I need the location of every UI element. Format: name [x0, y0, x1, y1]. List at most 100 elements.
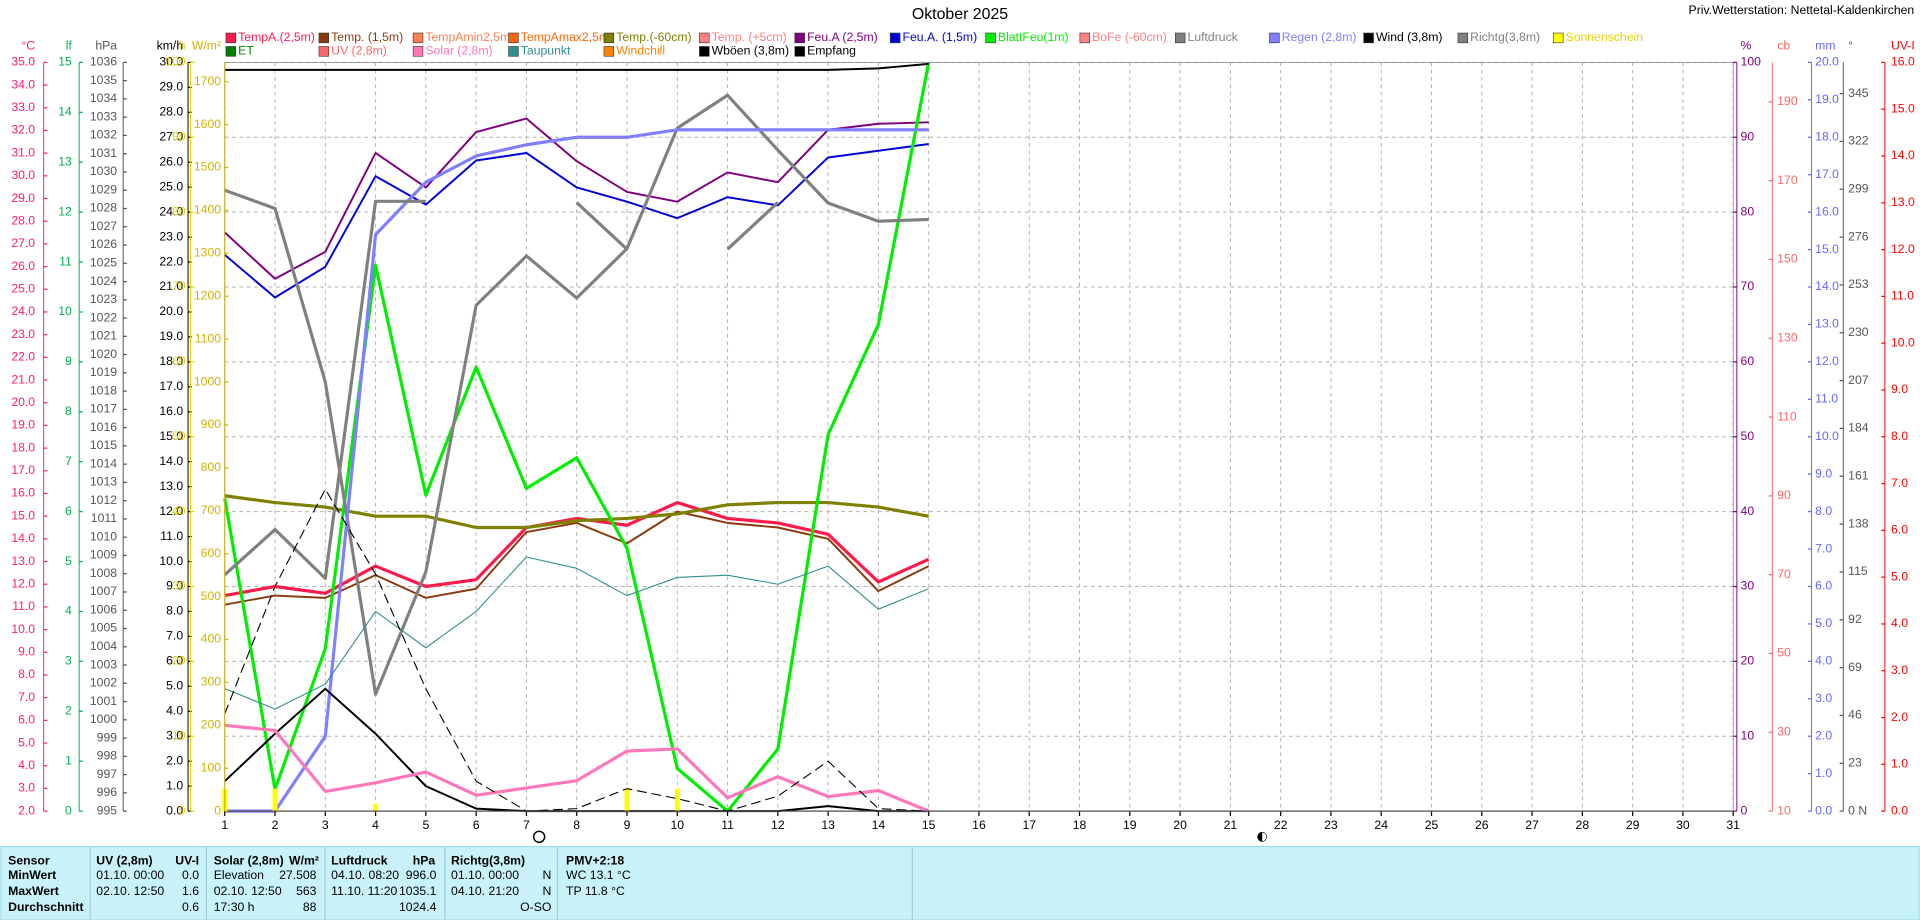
- y-tick-label: 20: [172, 654, 186, 668]
- y-tick-label: 0 N: [1848, 803, 1867, 817]
- y-tick-label: 1002: [90, 676, 117, 690]
- legend-label: UV (2,8m): [331, 44, 387, 58]
- y-tick-label: 1031: [90, 146, 117, 160]
- stats-cell: Sensor: [8, 854, 50, 868]
- y-tick-label: 1033: [90, 109, 117, 123]
- legend-swatch: [1079, 32, 1090, 44]
- y-tick-label: 15.0: [159, 429, 183, 443]
- y-tick-label: 3.0: [18, 781, 35, 795]
- y-axis-unit: UV-I: [1891, 39, 1915, 53]
- y-tick-label: 60: [172, 354, 186, 368]
- stats-cell: PMV+2:18: [566, 854, 624, 868]
- y-tick-label: 1018: [90, 383, 117, 397]
- y-tick-label: 9.0: [1815, 466, 1832, 480]
- y-tick-label: 1030: [90, 164, 117, 178]
- y-tick-label: 24.0: [11, 304, 35, 318]
- y-tick-label: 4.0: [18, 758, 35, 772]
- legend-label: Wböen (3,8m): [712, 44, 789, 58]
- y-tick-label: 12: [58, 204, 72, 218]
- y-tick-label: 35.0: [11, 55, 35, 69]
- y-tick-label: 161: [1848, 469, 1869, 483]
- stats-cell: 01.10. 00:00: [451, 868, 519, 882]
- y-tick-label: 1021: [90, 329, 117, 343]
- stats-cell: 27.508: [279, 868, 317, 882]
- series-line: [224, 128, 929, 813]
- y-tick-label: 21.0: [159, 279, 183, 293]
- y-tick-label: 1020: [90, 347, 117, 361]
- x-tick-label: 25: [1425, 818, 1439, 832]
- legend-label: Taupunkt: [521, 44, 571, 58]
- y-tick-label: 130: [1777, 330, 1798, 344]
- y-tick-label: 24.0: [159, 204, 183, 218]
- y-tick-label: 190: [1777, 94, 1798, 108]
- x-tick-label: 15: [922, 818, 936, 832]
- y-tick-label: 12.0: [159, 504, 183, 518]
- legend-swatch: [1553, 32, 1564, 44]
- y-tick-label: 500: [201, 589, 222, 603]
- y-tick-label: 1300: [194, 246, 221, 260]
- y-tick-label: 17.0: [1815, 167, 1839, 181]
- y-tick-label: 13: [58, 154, 72, 168]
- y-axis-unit: mm: [1815, 39, 1835, 53]
- legend: TempA.(2,5m) Temp. (1,5m) TempAmin2,5m Temp…: [225, 30, 1643, 58]
- y-tick-label: 1019: [90, 365, 117, 379]
- stats-cell: 996.0: [406, 868, 437, 882]
- y-tick-label: 1022: [90, 310, 117, 324]
- y-tick-label: 50: [172, 429, 186, 443]
- legend-label: TempAmin2,5m: [425, 30, 510, 44]
- legend-swatch: [412, 46, 424, 57]
- stats-cell: 04.10. 08:20: [331, 868, 399, 882]
- stats-cell: 1024.4: [399, 900, 437, 914]
- chart-title: Oktober 2025: [912, 6, 1008, 23]
- stats-cell: MaxWert: [8, 884, 59, 898]
- y-axis-unit: km/h: [157, 39, 183, 53]
- stats-cell: 0.0: [182, 868, 199, 882]
- y-tick-label: 10.0: [1891, 335, 1915, 349]
- y-tick-label: 10: [58, 304, 72, 318]
- y-tick-label: 18.0: [1815, 130, 1839, 144]
- series-line: [224, 723, 930, 813]
- y-tick-label: 30.0: [159, 55, 183, 69]
- y-tick-label: 80: [1741, 204, 1755, 218]
- y-tick-label: 4.0: [1891, 616, 1908, 630]
- y-tick-label: 18.0: [159, 354, 183, 368]
- y-tick-label: 6.0: [1891, 523, 1908, 537]
- y-tick-label: 1027: [90, 219, 117, 233]
- y-tick-label: 400: [201, 632, 222, 646]
- y-tick-label: 2.0: [166, 753, 183, 767]
- y-tick-label: 1013: [90, 475, 117, 489]
- x-tick-label: 26: [1475, 818, 1489, 832]
- y-tick-label: 30: [1777, 725, 1791, 739]
- legend-swatch: [603, 46, 615, 57]
- y-axis-unit: lf: [66, 39, 73, 53]
- legend-swatch: [1175, 32, 1186, 44]
- y-tick-label: 13.0: [159, 479, 183, 493]
- x-tick-label: 20: [1173, 818, 1187, 832]
- y-tick-label: 40: [172, 504, 186, 518]
- y-tick-label: 15.0: [11, 508, 35, 522]
- y-tick-label: 14.0: [159, 454, 183, 468]
- stats-cell: 1.6: [182, 884, 199, 898]
- y-tick-label: 1032: [90, 128, 117, 142]
- x-tick-label: 24: [1374, 818, 1388, 832]
- y-tick-label: 29.0: [11, 191, 35, 205]
- bar: [624, 788, 630, 812]
- legend-swatch: [318, 32, 330, 44]
- y-tick-label: 0: [65, 803, 72, 817]
- y-axis-unit: cb: [1777, 39, 1790, 53]
- y-tick-label: 2.0: [1891, 710, 1908, 724]
- y-tick-label: 2.0: [1815, 728, 1832, 742]
- legend-swatch: [794, 46, 805, 57]
- y-tick-label: 70: [1741, 279, 1755, 293]
- y-tick-label: 1007: [90, 584, 117, 598]
- stats-cell: W/m²: [289, 854, 319, 868]
- legend-swatch: [1457, 32, 1469, 44]
- legend-swatch: [508, 32, 519, 44]
- y-tick-label: 92: [1848, 612, 1862, 626]
- y-tick-label: 1035: [90, 73, 117, 87]
- x-tick-label: 29: [1626, 818, 1640, 832]
- y-tick-label: 999: [97, 730, 118, 744]
- y-tick-label: 230: [1848, 325, 1869, 339]
- y-tick-label: 33.0: [11, 100, 35, 114]
- y-tick-label: 207: [1848, 373, 1869, 387]
